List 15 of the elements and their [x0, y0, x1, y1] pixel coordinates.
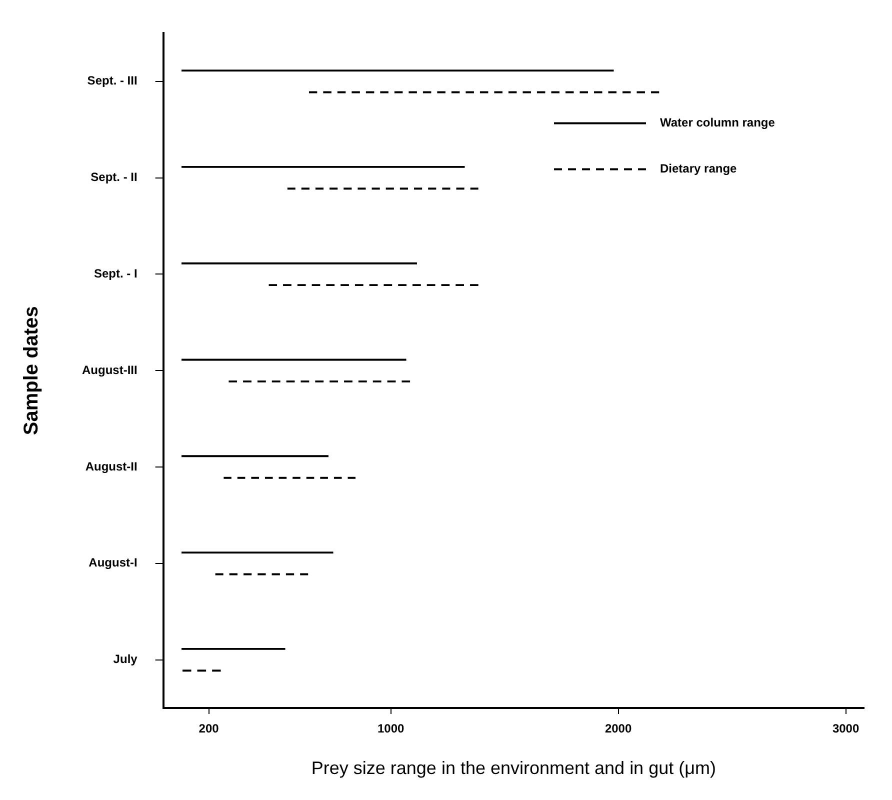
y-tick-label: Sept. - III [87, 74, 138, 88]
y-tick-label: July [113, 652, 138, 666]
x-tick-label: 1000 [377, 722, 404, 736]
y-tick-label: August-III [82, 362, 138, 377]
y-axis-title: Sample dates [20, 306, 43, 436]
x-tick-label: 2000 [604, 722, 632, 736]
y-tick-label: August-II [85, 459, 138, 474]
text: Water column range [660, 116, 776, 130]
text: Dietary range [660, 162, 738, 176]
y-tick-label: Sept. - II [90, 170, 138, 184]
x-axis-title: Prey size range in the environment and in gut (μm) [311, 758, 716, 778]
x-tick-label: 200 [198, 722, 220, 736]
y-tick-label: August-I [88, 556, 138, 570]
y-tick-label: Sept. - I [94, 266, 138, 281]
x-tick-label: 3000 [832, 722, 860, 736]
